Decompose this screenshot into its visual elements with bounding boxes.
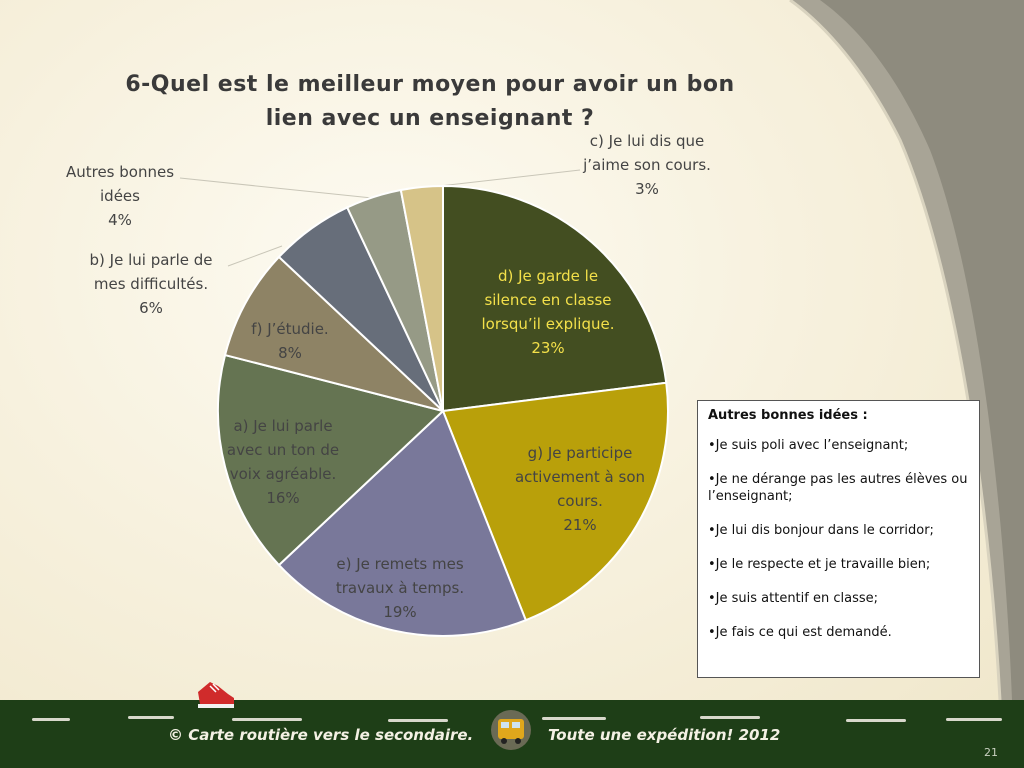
road-dash: [128, 716, 174, 719]
slice-label-line: travaux à temps.: [335, 579, 465, 597]
page-number: 21: [984, 746, 998, 759]
slice-percent: 6%: [139, 299, 163, 317]
road-dash: [388, 719, 448, 722]
slice-label-line: voix agréable.: [229, 465, 337, 483]
slice-label-line: Autres bonnes: [65, 163, 175, 181]
sneaker-icon: [198, 682, 234, 708]
slice-label-line: j’aime son cours.: [583, 156, 711, 174]
road-dash: [846, 719, 906, 722]
leader-line: [227, 245, 283, 267]
idea-item: •Je lui dis bonjour dans le corridor;: [708, 523, 934, 538]
slice-label-line: g) Je participe: [527, 444, 633, 462]
road-dash: [700, 716, 760, 719]
slice-label-line: c) Je lui dis que: [589, 132, 705, 150]
slice-label: a) Je lui parle avec un ton de voix agréab…: [213, 414, 353, 510]
slice-label-line: b) Je lui parle de: [89, 251, 213, 269]
slice-label: c) Je lui dis que j’aime son cours. 3%: [572, 129, 722, 201]
slice-label: e) Je remets mes travaux à temps. 19%: [315, 552, 485, 624]
slice-label: d) Je garde le silence en classe lorsqu’il…: [463, 264, 633, 360]
pie-slice: [442, 184, 668, 413]
footer-tagline-text: Toute une expédition! 2012: [548, 726, 781, 744]
other-ideas-box: Autres bonnes idées : •Je suis poli avec…: [697, 400, 980, 678]
slice-percent: 19%: [383, 603, 417, 621]
leader-line: [421, 169, 581, 189]
slice-label-line: lorsqu’il explique.: [481, 315, 615, 333]
idea-item: •Je ne dérange pas les autres élèves ou …: [708, 472, 968, 504]
slice-percent: 21%: [563, 516, 597, 534]
slice-percent: 3%: [635, 180, 659, 198]
slice-label-line: e) Je remets mes: [336, 555, 464, 573]
school-bus-icon: [491, 710, 531, 750]
slice-label: f) J’étudie. 8%: [230, 317, 350, 365]
pie-slice: [441, 381, 669, 622]
slice-label-line: idées: [100, 187, 140, 205]
slice-label: b) Je lui parle de mes difficultés. 6%: [66, 248, 236, 320]
slice-percent: 16%: [266, 489, 300, 507]
slice-percent: 23%: [531, 339, 565, 357]
slice-label-line: f) J’étudie.: [251, 320, 329, 338]
slice-label-line: silence en classe: [484, 291, 612, 309]
road-dash: [232, 718, 302, 721]
leader-line: [179, 177, 373, 199]
idea-item: •Je suis poli avec l’enseignant;: [708, 438, 909, 453]
footer-copyright-text: © Carte routière vers le secondaire.: [168, 726, 474, 744]
chart-title: 6-Quel est le meilleur moyen pour avoir …: [125, 72, 735, 131]
slice-percent: 4%: [108, 211, 132, 229]
road-dash: [32, 718, 70, 721]
slice-label-line: avec un ton de: [226, 441, 340, 459]
other-ideas-title: Autres bonnes idées :: [708, 408, 868, 423]
road-dash: [946, 718, 1002, 721]
pie-slice: [223, 255, 444, 412]
idea-item: •Je fais ce qui est demandé.: [708, 625, 892, 640]
pie-slice: [217, 353, 446, 567]
road-dash: [542, 717, 606, 720]
idea-item: •Je le respecte et je travaille bien;: [708, 557, 931, 572]
slice-label-line: d) Je garde le: [497, 267, 599, 285]
idea-item: •Je suis attentif en classe;: [708, 591, 878, 606]
pie-slice: [399, 184, 444, 412]
pie-slice: [277, 409, 528, 637]
slice-label: Autres bonnes idées 4%: [50, 160, 190, 232]
slice-label-line: cours.: [557, 492, 603, 510]
slice-label-line: a) Je lui parle: [233, 417, 333, 435]
slice-percent: 8%: [278, 344, 302, 362]
slice-label: g) Je participe activement à son cours. 21%: [500, 441, 660, 537]
slice-label-line: mes difficultés.: [93, 275, 209, 293]
slice-label-line: activement à son: [514, 468, 646, 486]
